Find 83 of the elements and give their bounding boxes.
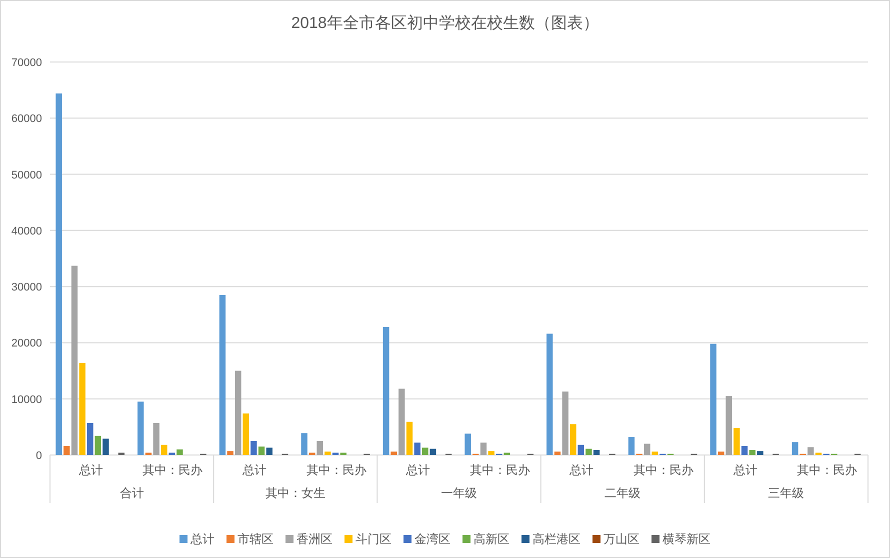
bar [234,370,242,455]
bar [56,93,62,455]
y-tick-label: 50000 [11,169,42,182]
bar [316,440,324,455]
y-tick-label: 70000 [11,57,42,69]
bar [102,438,109,455]
bar [258,446,265,455]
bar [741,446,748,455]
bar [64,446,70,455]
text: 合计 [120,486,144,500]
bar [160,444,168,455]
y-tick-label: 40000 [11,225,42,238]
x-tick-label: 其中：民办 [797,463,858,477]
x-tick-label: 其中：民办 [470,463,530,477]
bar [749,450,756,455]
bar [718,452,724,455]
bar [652,452,658,455]
legend-label: 高新区 [474,532,510,546]
bar [562,392,568,455]
bar [554,452,561,455]
bar [406,422,413,455]
bar [242,413,250,455]
legend-label: 斗门区 [356,532,392,546]
bar [422,448,428,455]
legend-label: 万山区 [604,532,640,546]
bar [398,388,405,455]
x-tick-label: 总计 [568,463,594,477]
x-tick-label: 总计 [732,463,758,477]
x-tick-label: 其中：民办 [142,463,203,477]
bar [593,450,600,455]
x-tick-label: 总计 [405,463,430,477]
bar [808,447,814,455]
y-tick-label: 10000 [11,394,42,406]
bar [250,440,257,455]
bar [219,294,226,455]
bar [301,433,308,455]
x-tick-label: 总计 [242,463,266,477]
legend-label: 总计 [190,532,214,546]
bar [227,451,234,455]
bar [578,444,584,455]
bar [176,449,183,455]
bar [734,428,740,455]
bar [86,423,94,455]
bar [71,266,78,455]
bar [94,436,102,455]
y-tick-label: 0 [36,450,42,462]
bar [414,442,420,455]
text: 二年级 [604,486,641,500]
bar [390,452,397,455]
x-tick-label: 总计 [78,463,103,477]
bar [628,437,635,455]
x-tick-label: 其中：民办 [306,463,366,477]
bar [488,451,494,455]
bar [792,442,798,455]
bar [79,362,86,455]
bar [644,444,650,455]
text: 其中：女生 [265,486,326,500]
bar [710,344,716,455]
chart-title: 2018年全市各区初中学校在校生数（图表） [291,14,599,32]
bar [757,451,764,455]
bar [153,423,160,455]
bar [382,326,390,455]
legend-label: 高栏港区 [532,532,580,546]
bar [480,442,487,455]
legend-label: 金湾区 [414,532,450,546]
y-tick-label: 30000 [11,282,42,294]
y-tick-label: 20000 [11,338,42,350]
legend-label: 香洲区 [296,532,332,546]
bar [266,448,272,455]
bar [464,434,471,455]
bar [546,334,553,455]
bar [430,448,436,455]
bar [726,396,732,455]
y-tick-label: 60000 [11,113,42,126]
bar [570,424,576,455]
bar [586,448,592,455]
bar [324,452,331,455]
text: 一年级 [441,486,477,500]
legend-label: 横琴新区 [662,532,710,546]
text: 三年级 [768,486,804,500]
legend-label: 市辖区 [238,532,274,546]
x-tick-label: 其中：民办 [634,463,694,477]
bar [138,402,144,455]
